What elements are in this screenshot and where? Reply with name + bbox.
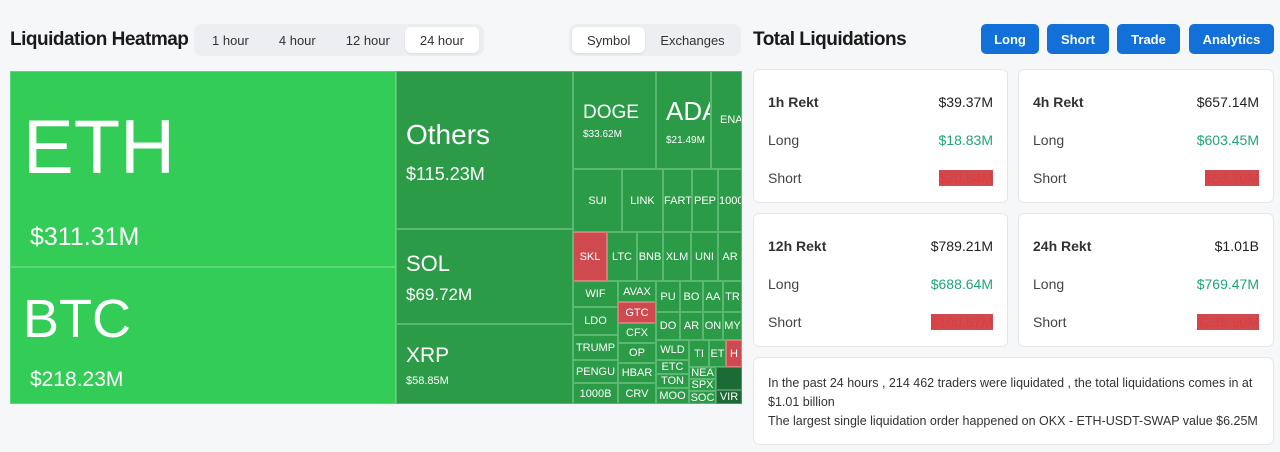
tile-pengu[interactable]: PENGU — [573, 360, 618, 383]
tile-pep[interactable]: PEP — [692, 169, 718, 232]
view-filter-exchanges[interactable]: Exchanges — [660, 32, 725, 48]
card-short-row: Short $53.70M — [1033, 170, 1259, 186]
tile-sol-value: $69.72M — [406, 285, 473, 304]
tile-others-name: Others — [406, 119, 491, 150]
tile-bo[interactable]: BO — [680, 281, 703, 312]
time-filter-12h[interactable]: 12 hour — [345, 32, 390, 48]
tile-soc[interactable]: SOC — [689, 391, 716, 404]
card-short-row: Short $100.57M — [768, 314, 993, 330]
tile-btc-value: $218.23M — [30, 368, 124, 391]
tile-wld[interactable]: WLD — [656, 340, 689, 360]
tile-sol[interactable]: SOL $69.72M — [396, 229, 573, 324]
tile-on[interactable]: ON — [703, 312, 723, 340]
analytics-button[interactable]: Analytics — [1189, 24, 1274, 54]
tile-etc[interactable]: ETC — [656, 360, 689, 374]
time-filter-4h[interactable]: 4 hour — [278, 32, 316, 48]
tile-aa[interactable]: AA — [703, 281, 723, 312]
card-24h-rekt: 24h Rekt $1.01B Long $769.47M Short $235… — [1018, 213, 1274, 347]
summary-line-1: In the past 24 hours , 214 462 traders w… — [768, 376, 1253, 409]
liquidation-summary: In the past 24 hours , 214 462 traders w… — [753, 357, 1274, 445]
tile-skl[interactable]: SKL — [573, 232, 607, 281]
time-filter-1h[interactable]: 1 hour — [212, 32, 249, 48]
liquidation-heatmap: ETH $311.31M BTC $218.23M Others $115.23… — [10, 71, 742, 404]
tile-eth-value: $311.31M — [30, 223, 140, 251]
tile-dark-1[interactable] — [716, 367, 742, 390]
tile-ti[interactable]: TI — [689, 340, 709, 367]
trade-button[interactable]: Trade — [1117, 24, 1180, 54]
card-short-row: Short $20.54M — [768, 170, 993, 186]
tile-ldo[interactable]: LDO — [573, 307, 618, 335]
heatmap-title: Liquidation Heatmap — [10, 29, 189, 50]
card-header: 4h Rekt $657.14M — [1033, 94, 1259, 110]
tile-ton[interactable]: TON — [656, 374, 689, 388]
tile-1000b[interactable]: 1000B — [573, 383, 618, 404]
tile-eth-name: ETH — [23, 105, 175, 190]
card-short-row: Short $235.90M — [1033, 314, 1259, 330]
tile-bnb[interactable]: BNB — [637, 232, 663, 281]
tile-xrp-value: $58.85M — [406, 375, 449, 387]
tile-xrp[interactable]: XRP $58.85M — [396, 324, 573, 404]
tile-sui[interactable]: SUI — [573, 169, 622, 232]
tile-doge-value: $33.62M — [583, 129, 622, 140]
view-filter-symbol[interactable]: Symbol — [572, 27, 646, 53]
tile-my[interactable]: MY — [723, 312, 742, 340]
tile-xlm[interactable]: XLM — [663, 232, 691, 281]
tile-ar-2[interactable]: AR — [680, 312, 703, 340]
tile-btc-name: BTC — [23, 289, 131, 349]
view-filter: Symbol Exchanges — [569, 24, 741, 56]
tile-do[interactable]: DO — [656, 312, 680, 340]
tile-ena[interactable]: ENA — [711, 71, 742, 169]
summary-line-2: The largest single liquidation order hap… — [768, 414, 1258, 428]
tile-nea[interactable]: NEA — [689, 367, 716, 379]
tile-trump[interactable]: TRUMP — [573, 335, 618, 360]
card-long-row: Long $688.64M — [768, 276, 993, 292]
card-long-row: Long $603.45M — [1033, 132, 1259, 148]
tile-hbar[interactable]: HBAR — [618, 363, 656, 383]
tile-others[interactable]: Others $115.23M — [396, 71, 573, 229]
tile-avax[interactable]: AVAX — [618, 281, 656, 302]
tile-tr[interactable]: TR — [723, 281, 742, 312]
tile-eth[interactable]: ETH $311.31M — [10, 71, 396, 267]
total-liquidations-title: Total Liquidations — [753, 29, 907, 50]
tile-doge[interactable]: DOGE $33.62M — [573, 71, 656, 169]
tile-doge-name: DOGE — [583, 102, 639, 123]
card-header: 12h Rekt $789.21M — [768, 238, 993, 254]
time-filter: 1 hour 4 hour 12 hour 24 hour — [194, 24, 484, 56]
card-4h-rekt: 4h Rekt $657.14M Long $603.45M Short $53… — [1018, 69, 1274, 203]
tile-cfx[interactable]: CFX — [618, 323, 656, 343]
tile-fart[interactable]: FART — [663, 169, 692, 232]
tile-ltc[interactable]: LTC — [607, 232, 637, 281]
tile-ada[interactable]: ADA $21.49M — [656, 71, 711, 169]
card-long-row: Long $18.83M — [768, 132, 993, 148]
tile-ada-name: ADA — [666, 96, 710, 126]
card-long-row: Long $769.47M — [1033, 276, 1259, 292]
long-button[interactable]: Long — [981, 24, 1039, 54]
tile-et[interactable]: ET — [709, 340, 726, 367]
time-filter-24h[interactable]: 24 hour — [404, 27, 479, 53]
tile-btc[interactable]: BTC $218.23M — [10, 267, 396, 404]
tile-h[interactable]: H — [726, 340, 742, 367]
card-1h-rekt: 1h Rekt $39.37M Long $18.83M Short $20.5… — [753, 69, 1008, 203]
tile-ada-value: $21.49M — [666, 135, 705, 146]
card-header: 1h Rekt $39.37M — [768, 94, 993, 110]
tile-moo[interactable]: MOO — [656, 388, 689, 404]
tile-xrp-name: XRP — [406, 344, 450, 367]
tile-op[interactable]: OP — [618, 343, 656, 363]
tile-ar[interactable]: AR — [718, 232, 742, 281]
tile-link[interactable]: LINK — [622, 169, 663, 232]
tile-gtc[interactable]: GTC — [618, 302, 656, 323]
tile-pu[interactable]: PU — [656, 281, 680, 312]
tile-others-value: $115.23M — [406, 164, 485, 184]
tile-crv[interactable]: CRV — [618, 383, 656, 404]
card-12h-rekt: 12h Rekt $789.21M Long $688.64M Short $1… — [753, 213, 1008, 347]
tile-spx[interactable]: SPX — [689, 379, 716, 391]
tile-1000[interactable]: 1000 — [718, 169, 742, 232]
short-button[interactable]: Short — [1047, 24, 1109, 54]
card-header: 24h Rekt $1.01B — [1033, 238, 1259, 254]
tile-sol-name: SOL — [406, 251, 451, 276]
tile-uni[interactable]: UNI — [691, 232, 718, 281]
tile-wif[interactable]: WIF — [573, 281, 618, 307]
tile-vir[interactable]: VIR — [716, 390, 742, 404]
